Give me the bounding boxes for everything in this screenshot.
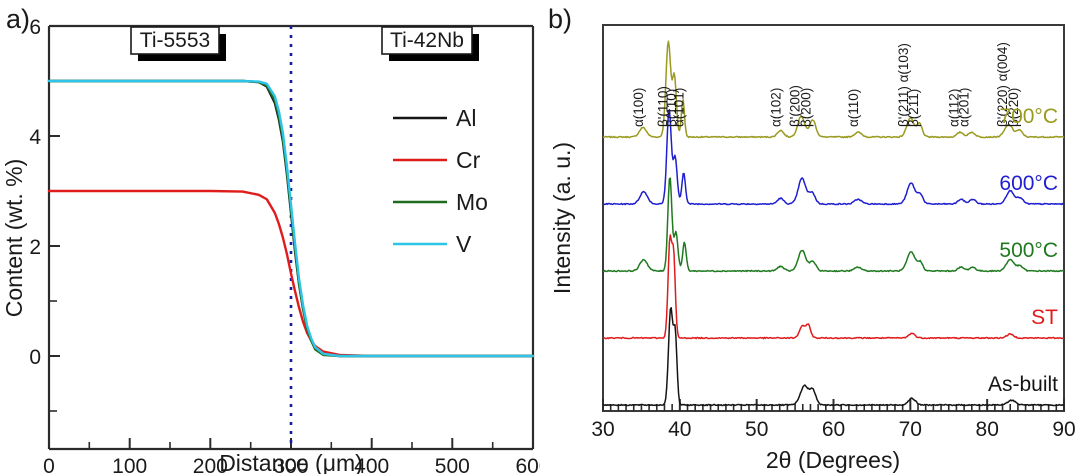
curve-label-500-c: 500°C — [999, 239, 1058, 262]
xrd-curve-as-built — [602, 307, 1065, 407]
curve-label-700-c: 700°C — [999, 105, 1058, 128]
panel-b-letter: b) — [548, 4, 572, 34]
panel-a-svg: a) 6 4 2 0 — [6, 4, 540, 475]
peak-label: β'(211) α(103) — [896, 43, 911, 127]
x-tick-label-100: 100 — [112, 455, 147, 475]
peak-label: β(110) — [664, 89, 679, 127]
panel-a-legend: Al Cr Mo V — [393, 105, 488, 257]
y-tick-label-6: 6 — [29, 16, 41, 39]
xrd-curve-700-c — [602, 40, 1065, 139]
xrd-curve-600-c — [602, 109, 1065, 206]
b-x-tick-label-80: 80 — [976, 418, 999, 441]
panel-b-y-axis-title: Intensity (a. u.) — [549, 142, 575, 294]
x-tick-label-0: 0 — [43, 455, 55, 475]
panel-a-x-axis-title: Distance (μm) — [219, 450, 363, 474]
peak-label: α(101) — [672, 88, 687, 127]
panel-b-curves-group — [602, 40, 1065, 407]
x-tick-label-400: 400 — [354, 455, 389, 475]
b-x-tick-label-40: 40 — [668, 418, 691, 441]
panel-b-xrd-patterns: b) 30 40 50 60 70 80 90 2θ (Degrees) Int… — [540, 0, 1080, 475]
curve-label-600-c: 600°C — [999, 172, 1058, 195]
x-tick-label-300: 300 — [273, 455, 308, 475]
panel-a-y-ticks — [49, 25, 60, 412]
b-x-tick-label-90: 90 — [1052, 418, 1075, 441]
y-tick-label-0: 0 — [29, 346, 41, 369]
panel-a-xaxis-title-layer: Distance (μm) — [219, 450, 363, 474]
region-label-ti5553-text: Ti-5553 — [140, 29, 210, 52]
peak-label: α(100) — [631, 88, 646, 127]
xrd-curve-500-c — [602, 177, 1065, 273]
y-tick-label-2: 2 — [29, 236, 41, 259]
b-x-tick-label-50: 50 — [745, 418, 768, 441]
b-x-tick-label-70: 70 — [899, 418, 922, 441]
legend-label-cr: Cr — [456, 147, 481, 173]
panel-a-series-group — [47, 79, 535, 358]
panel-b-curve-labels-group: 700°C 600°C 500°C ST As-built — [988, 105, 1058, 396]
b-x-tick-label-60: 60 — [822, 418, 845, 441]
peak-label: β(200) — [798, 88, 813, 127]
legend-label-al: Al — [456, 105, 476, 131]
peak-label: β(220) — [1006, 88, 1021, 127]
peak-label: α(110) — [846, 89, 861, 127]
curve-label-st: ST — [1031, 306, 1058, 329]
peak-label: β(211) — [906, 89, 921, 127]
curve-label-as-built: As-built — [988, 373, 1058, 396]
peak-label: β'(220) α(004) — [995, 42, 1010, 127]
x-tick-label-600: 600 — [515, 455, 540, 475]
peak-label: α(112) — [947, 89, 962, 127]
b-x-tick-label-30: 30 — [591, 418, 614, 441]
panel-b-x-axis-title: 2θ (Degrees) — [766, 447, 900, 473]
peak-label: α(102) — [768, 88, 783, 127]
peak-label: β'(110) — [656, 86, 671, 127]
region-label-ti42nb: Ti-42Nb — [381, 26, 479, 61]
legend-label-v: V — [456, 231, 472, 257]
xrd-curve-st — [602, 234, 1065, 340]
legend-label-mo: Mo — [456, 189, 488, 215]
y-tick-label-4: 4 — [29, 126, 41, 149]
panel-a-x-ticks — [48, 438, 534, 449]
series-line-v — [47, 79, 535, 358]
panel-b-svg: b) 30 40 50 60 70 80 90 2θ (Degrees) Int… — [548, 4, 1076, 473]
region-label-ti5553: Ti-5553 — [130, 26, 226, 61]
region-label-ti42nb-text: Ti-42Nb — [390, 29, 464, 52]
panel-a-composition-profile: a) 6 4 2 0 — [1, 4, 540, 475]
panel-a-letter: a) — [6, 4, 30, 34]
x-tick-label-500: 500 — [435, 455, 470, 475]
panel-b-peak-labels-group: α(100) β'(110)β(110)α(101) α(102) β'(200)β(… — [631, 42, 1021, 127]
peak-label: β'(200) — [788, 85, 803, 127]
x-tick-label-200: 200 — [193, 455, 228, 475]
peak-label: α(201) — [957, 88, 972, 127]
